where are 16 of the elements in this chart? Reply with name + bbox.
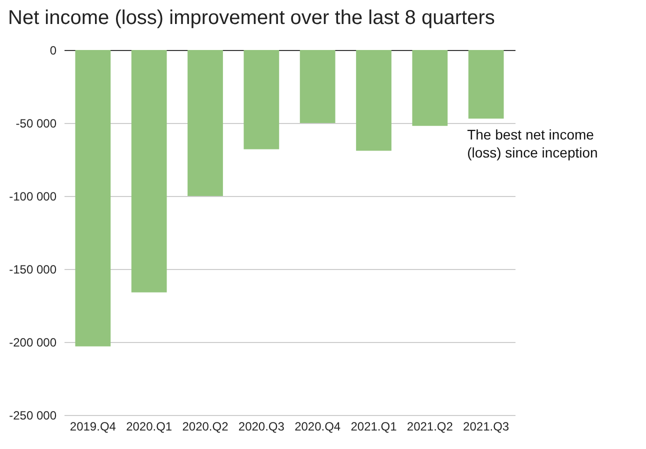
y-tick-label: 0 [50, 44, 57, 58]
y-tick-label: -250 000 [9, 408, 57, 422]
x-tick-label: 2019.Q4 [70, 420, 116, 434]
y-tick-label: -50 000 [16, 116, 57, 130]
x-tick-label: 2020.Q2 [182, 420, 229, 434]
chart-title: Net income (loss) improvement over the last 8 quarters [8, 7, 495, 29]
y-tick-label: -150 000 [9, 262, 57, 276]
y-tick-label: -100 000 [9, 190, 57, 204]
x-tick-label: 2020.Q4 [294, 420, 341, 434]
x-tick-label: 2021.Q1 [350, 420, 398, 434]
y-tick-label: -200 000 [9, 336, 57, 350]
x-tick-label: 2021.Q3 [463, 420, 510, 434]
x-tick-label: 2021.Q2 [406, 420, 454, 434]
annotation: The best net income (loss) since inception [467, 126, 598, 161]
x-tick-label: 2020.Q3 [238, 420, 285, 434]
x-tick-label: 2020.Q1 [126, 420, 172, 434]
